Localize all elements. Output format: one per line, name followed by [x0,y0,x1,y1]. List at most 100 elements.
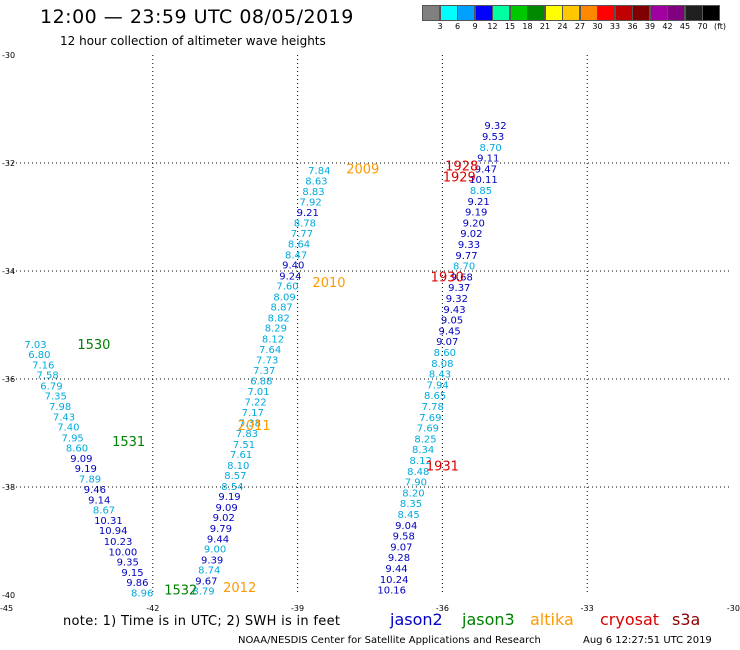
wave-height-value: 10.23 [104,537,133,548]
pass-time-label: 1928 [445,160,478,175]
wave-height-value: 6.88 [250,377,272,388]
wave-height-value: 9.00 [204,545,226,556]
wave-height-value: 7.83 [236,429,258,440]
wave-height-value: 9.19 [75,464,97,475]
wave-height-value: 9.53 [482,132,504,143]
wave-height-value: 9.05 [441,316,463,327]
wave-height-value: 9.14 [88,495,110,506]
wave-height-value: 8.78 [294,218,316,229]
wave-height-value: 9.21 [297,208,319,219]
wave-height-value: 7.16 [32,360,54,371]
wave-height-value: 9.86 [126,578,148,589]
wave-height-value: 7.51 [233,440,255,451]
wave-height-value: 8.87 [271,303,293,314]
pass-time-label: 1929 [443,171,476,186]
wave-height-value: 8.43 [429,370,451,381]
wave-height-value: 8.64 [288,239,310,250]
color-scale-label: 21 [539,22,551,31]
wave-height-value: 7.69 [419,413,441,424]
y-tick-label: -30 [2,51,15,60]
y-tick-label: -32 [2,159,15,168]
wave-height-value: 8.85 [470,186,492,197]
wave-height-value: 8.65 [424,391,446,402]
y-tick-label: -40 [2,591,15,600]
wave-height-value: 8.60 [434,348,456,359]
wave-height-value: 8.20 [402,488,424,499]
wave-height-value: 9.40 [282,261,304,272]
wave-height-value: 8.45 [397,510,419,521]
wave-height-value: 7.95 [62,433,84,444]
color-scale-label: 24 [557,22,568,31]
color-scale-label: 42 [662,22,673,31]
wave-height-value: 9.20 [463,218,485,229]
legend-jason2: jason2 [390,610,443,629]
color-scale-label: (ft) [713,22,727,31]
wave-height-value: 7.69 [417,424,439,435]
wave-height-value: 7.92 [299,197,321,208]
wave-height-value: 9.09 [216,503,238,514]
pass-time-label: 1532 [164,584,197,599]
wave-height-value: 8.25 [414,434,436,445]
wave-height-value: 9.47 [475,164,497,175]
wave-height-value: 9.67 [195,576,217,587]
x-tick-label: -30 [727,604,740,613]
wave-height-value: 9.77 [455,251,477,262]
wave-height-value: 10.94 [99,526,128,537]
y-tick-label: -34 [2,267,15,276]
wave-height-value: 8.74 [198,566,220,577]
wave-height-value: 9.02 [213,513,235,524]
wave-height-value: 7.22 [244,398,266,409]
wave-height-value: 7.90 [405,478,427,489]
y-tick-label: -38 [2,483,15,492]
wave-height-value: 8.70 [480,143,502,154]
wave-height-value: 8.60 [66,444,88,455]
wave-height-value: 9.44 [207,534,229,545]
footer-note: note: 1) Time is in UTC; 2) SWH is in fe… [63,614,341,629]
wave-height-value: 8.08 [431,359,453,370]
wave-height-value: 10.11 [469,175,498,186]
credit-line: NOAA/NESDIS Center for Satellite Applica… [238,635,541,646]
wave-height-value: 7.64 [259,345,281,356]
color-scale-label: 6 [454,22,461,31]
color-scale-swatch [702,5,720,21]
wave-height-value: 7.35 [45,392,67,403]
pass-time-label: 2010 [312,276,345,291]
legend-s3a: s3a [672,610,701,629]
wave-height-value: 6.79 [40,381,62,392]
wave-height-value: 8.48 [407,467,429,478]
wave-height-value: 8.96 [131,588,153,599]
wave-height-value: 9.07 [390,542,412,553]
wave-height-value: 9.33 [458,240,480,251]
wave-height-value: 7.77 [291,229,313,240]
pass-time-label: 2011 [238,419,271,434]
wave-height-value: 9.35 [117,558,139,569]
wave-height-value: 10.31 [94,516,123,527]
wave-height-value: 9.11 [477,154,499,165]
wave-height-value: 8.12 [410,456,432,467]
color-scale-label: 9 [472,22,478,31]
wave-height-value: 7.01 [247,387,269,398]
pass-time-label: 1931 [426,459,459,474]
y-tick-label: -36 [2,375,15,384]
wave-height-value: 9.02 [460,229,482,240]
wave-height-value: 9.24 [279,271,301,282]
x-tick-label: -36 [436,604,449,613]
wave-height-value: 9.43 [443,305,465,316]
wave-height-value: 8.63 [305,176,327,187]
x-tick-label: -39 [291,604,304,613]
wave-height-value: 7.94 [426,380,448,391]
wave-height-value: 9.68 [451,272,473,283]
wave-height-value: 10.16 [377,586,406,597]
wave-height-value: 8.67 [93,506,115,517]
wave-height-value: 9.32 [484,121,506,132]
wave-height-value: 8.10 [227,461,249,472]
color-scale-label: 70 [697,22,708,31]
wave-height-value: 7.84 [308,166,330,177]
page-subtitle: 12 hour collection of altimeter wave hei… [60,34,326,48]
wave-height-value: 9.37 [448,283,470,294]
wave-height-value: 8.70 [453,262,475,273]
wave-height-value: 7.38 [239,419,261,430]
wave-height-value: 7.98 [49,402,71,413]
pass-time-label: 2009 [346,162,379,177]
